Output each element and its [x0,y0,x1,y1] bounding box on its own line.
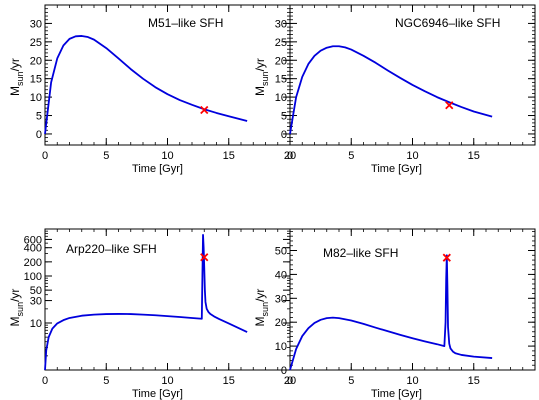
y-tick-label: 15 [30,74,42,86]
x-tick-label: 5 [103,150,109,162]
y-axis-label-tail: /yr [8,58,22,71]
present-day-marker [442,253,451,262]
x-tick-label: 10 [161,150,173,162]
y-axis-label-sub: sun [260,302,270,317]
y-tick-label: 30 [30,296,42,308]
x-tick-label: 0 [287,375,293,387]
y-tick-label: 30 [30,18,42,30]
y-axis-label: Msun/yr [8,289,25,327]
y-tick-label: 200 [24,257,42,269]
marker-stroke [445,101,454,110]
marker-stroke [442,253,451,262]
y-tick-label: 30 [275,293,287,305]
x-tick-label: 15 [223,150,235,162]
x-axis-label: Time [Gyr] [132,163,183,175]
sfh-line [44,233,248,371]
sfh-line [289,45,493,135]
x-tick-label: 10 [406,375,418,387]
x-tick-label: 10 [406,150,418,162]
y-tick-label: 20 [275,55,287,67]
y-axis-label-sub: sun [260,71,270,86]
x-tick-label: 20 [284,150,296,162]
marker-stroke [200,105,209,115]
x-tick-label: 5 [348,375,354,387]
x-axis-label: Time [Gyr] [371,388,422,400]
y-tick-label: 100 [24,271,42,283]
y-tick-label: 25 [30,37,42,49]
y-axis-label-tail: /yr [8,289,22,302]
x-axis-label: Time [Gyr] [371,163,422,175]
panel-title: Arp220–like SFH [66,242,157,256]
x-axis-label: Time [Gyr] [132,388,183,400]
y-tick-label: 0 [281,365,287,377]
y-tick-label: 10 [30,92,42,104]
x-tick-label: 0 [42,150,48,162]
present-day-marker [200,253,209,262]
y-axis-label: Msun/yr [8,58,25,96]
x-tick-label: 5 [348,150,354,162]
x-tick-label: 15 [223,375,235,387]
y-tick-label: 5 [36,111,42,123]
y-tick-label: 15 [275,74,287,86]
y-tick-label: 10 [275,92,287,104]
x-tick-label: 15 [468,375,480,387]
y-axis-label-main: M [253,86,267,96]
panel-ngc6946: 0 5 10 15 0 5 10 15 20 25 30 Time [Gyr] Msun/yr NGC69… [253,4,536,175]
y-axis-label: Msun/yr [253,58,270,96]
marker-stroke [200,253,209,262]
y-tick-label: 0 [281,129,287,141]
y-tick-label: 20 [275,317,287,329]
y-tick-label: 30 [275,18,287,30]
y-tick-label: 10 [30,318,42,330]
y-tick-label: 10 [275,341,287,353]
y-tick-label: 40 [275,269,287,281]
y-tick-label: 0 [36,129,42,141]
y-tick-label: 600 [24,234,42,246]
y-axis-label-sub: sun [15,71,25,86]
x-tick-label: 10 [161,375,173,387]
x-tick-label: 5 [103,375,109,387]
x-tick-label: 0 [42,375,48,387]
y-axis-label-main: M [253,316,267,326]
present-day-marker [200,105,209,115]
y-axis-label-tail: /yr [253,58,267,71]
y-axis-label-sub: sun [15,302,25,317]
sfh-line [289,254,493,371]
y-axis-label-main: M [8,86,22,96]
y-tick-label: 5 [281,111,287,123]
panel-m82: 0 5 10 15 0 10 20 30 40 50 Time [Gyr] Msun/yr M82–li… [253,228,536,400]
y-tick-label: 50 [275,246,287,258]
panel-title: NGC6946–like SFH [395,16,500,30]
x-tick-label: 0 [287,150,293,162]
panel-title: M51–like SFH [148,16,223,30]
y-axis-label-tail: /yr [253,289,267,302]
sfh-line [44,35,248,135]
y-tick-label: 400 [24,243,42,255]
y-axis-label-main: M [8,316,22,326]
y-axis-label: Msun/yr [253,289,270,327]
y-tick-label: 25 [275,37,287,49]
x-tick-label: 15 [468,150,480,162]
x-tick-label: 20 [284,375,296,387]
panel-title: M82–like SFH [323,246,398,260]
y-tick-label: 50 [30,285,42,297]
present-day-marker [445,101,454,110]
y-tick-label: 20 [30,55,42,67]
